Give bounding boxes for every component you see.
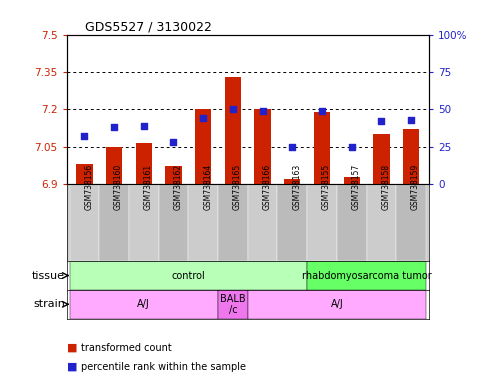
Text: rhabdomyosarcoma tumor: rhabdomyosarcoma tumor [302, 270, 431, 281]
Bar [314, 112, 330, 184]
Point [348, 144, 355, 150]
Bar [165, 166, 181, 184]
Text: GSM738160: GSM738160 [114, 164, 123, 210]
Bar [70, 184, 99, 261]
Point [170, 139, 177, 146]
Bar [76, 164, 93, 184]
Text: GSM738155: GSM738155 [322, 164, 331, 210]
Bar [195, 109, 211, 184]
Point [110, 124, 118, 131]
Bar [248, 290, 426, 319]
Point [229, 106, 237, 113]
Bar [248, 184, 278, 261]
Bar [373, 134, 389, 184]
Bar [396, 184, 426, 261]
Bar [278, 184, 307, 261]
Point [378, 118, 386, 124]
Text: GDS5527 / 3130022: GDS5527 / 3130022 [85, 20, 211, 33]
Text: transformed count: transformed count [81, 343, 172, 353]
Point [80, 133, 88, 139]
Point [407, 117, 415, 123]
Text: A/J: A/J [138, 299, 150, 310]
Bar [106, 147, 122, 184]
Text: tissue: tissue [32, 270, 65, 281]
Point [199, 115, 207, 121]
Bar [129, 184, 159, 261]
Bar [70, 261, 307, 290]
Text: GSM738161: GSM738161 [144, 164, 153, 210]
Text: ■: ■ [67, 343, 77, 353]
Bar [188, 184, 218, 261]
Point [259, 108, 267, 114]
Bar [159, 184, 188, 261]
Bar [254, 109, 271, 184]
Bar [337, 184, 366, 261]
Bar [344, 177, 360, 184]
Text: GSM738166: GSM738166 [263, 164, 272, 210]
Text: control: control [172, 270, 205, 281]
Bar [307, 184, 337, 261]
Text: GSM738158: GSM738158 [382, 164, 390, 210]
Text: GSM738156: GSM738156 [84, 164, 93, 210]
Text: percentile rank within the sample: percentile rank within the sample [81, 362, 246, 372]
Text: GSM738163: GSM738163 [292, 164, 301, 210]
Text: A/J: A/J [330, 299, 343, 310]
Text: GSM738164: GSM738164 [203, 164, 212, 210]
Bar [218, 184, 248, 261]
Text: ■: ■ [67, 362, 77, 372]
Point [140, 123, 148, 129]
Text: BALB
/c: BALB /c [220, 293, 246, 315]
Bar [403, 129, 419, 184]
Text: GSM738162: GSM738162 [174, 164, 182, 210]
Point [288, 144, 296, 150]
Bar [366, 184, 396, 261]
Text: GSM738157: GSM738157 [352, 164, 361, 210]
Bar [284, 179, 300, 184]
Bar [307, 261, 426, 290]
Text: GSM738159: GSM738159 [411, 164, 420, 210]
Bar [99, 184, 129, 261]
Bar [136, 143, 152, 184]
Bar [225, 77, 241, 184]
Bar [218, 290, 248, 319]
Text: GSM738165: GSM738165 [233, 164, 242, 210]
Text: strain: strain [33, 299, 65, 310]
Point [318, 108, 326, 114]
Bar [70, 290, 218, 319]
